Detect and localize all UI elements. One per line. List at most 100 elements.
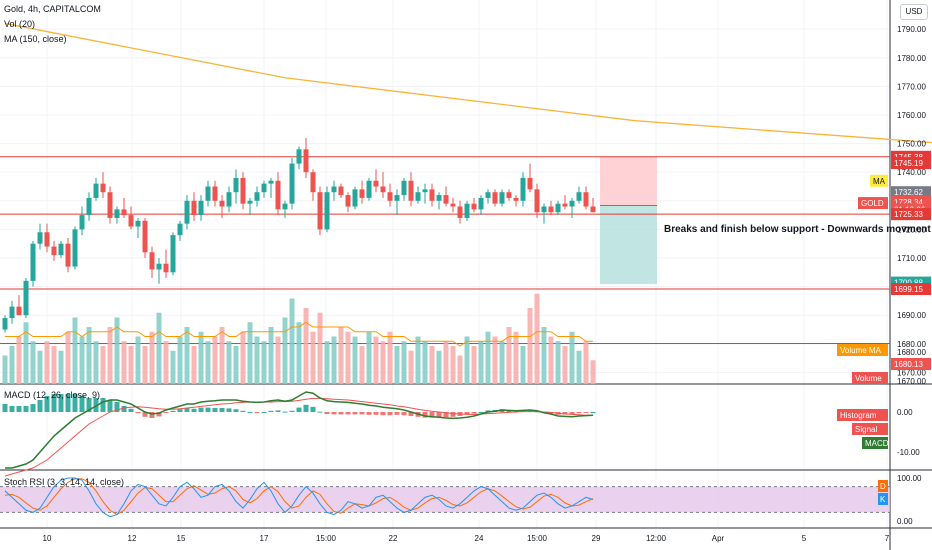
candle-body[interactable] <box>513 197 519 201</box>
candle-body[interactable] <box>387 192 393 201</box>
candle-body[interactable] <box>296 149 302 164</box>
candle-body[interactable] <box>492 192 498 204</box>
candle-body[interactable] <box>422 189 428 193</box>
candle-body[interactable] <box>23 280 29 316</box>
candle-body[interactable] <box>107 192 113 218</box>
time-tick-label: 15:00 <box>527 534 548 543</box>
candle-body[interactable] <box>499 192 505 204</box>
candle-body[interactable] <box>72 229 78 267</box>
candle-body[interactable] <box>135 220 141 227</box>
candle-body[interactable] <box>555 203 561 213</box>
candle-body[interactable] <box>590 206 596 213</box>
stop-loss-zone[interactable] <box>600 156 657 206</box>
candle-body[interactable] <box>16 306 22 316</box>
candle-body[interactable] <box>240 177 246 204</box>
candle-body[interactable] <box>121 209 127 216</box>
ma-legend[interactable]: MA (150, close) <box>4 34 67 44</box>
candle-body[interactable] <box>51 246 57 256</box>
candle-body[interactable] <box>205 186 211 201</box>
candle-body[interactable] <box>226 192 232 207</box>
candle-body[interactable] <box>219 200 225 207</box>
candle-body[interactable] <box>100 183 106 193</box>
candle-body[interactable] <box>359 189 365 198</box>
ma-150-line[interactable] <box>4 22 932 183</box>
macd-legend[interactable]: MACD (12, 26, close, 9) <box>4 390 101 400</box>
candle-body[interactable] <box>450 203 456 207</box>
candle-body[interactable] <box>65 243 71 267</box>
candle-body[interactable] <box>464 203 470 218</box>
candle-body[interactable] <box>198 200 204 216</box>
candle-body[interactable] <box>331 186 337 193</box>
candle-body[interactable] <box>506 192 512 198</box>
candle-body[interactable] <box>289 163 295 204</box>
candle-body[interactable] <box>408 180 414 201</box>
candle-body[interactable] <box>128 215 134 227</box>
candle-body[interactable] <box>30 243 36 281</box>
candle-body[interactable] <box>191 200 197 216</box>
candle-body[interactable] <box>394 195 400 201</box>
candle-body[interactable] <box>149 252 155 270</box>
currency-button[interactable]: USD <box>900 4 928 20</box>
candle-body[interactable] <box>471 203 477 210</box>
candle-body[interactable] <box>212 186 218 201</box>
candle-body[interactable] <box>401 180 407 196</box>
candle-body[interactable] <box>380 186 386 193</box>
take-profit-zone[interactable] <box>600 205 657 285</box>
candle-body[interactable] <box>247 200 253 204</box>
candle-body[interactable] <box>58 243 64 256</box>
stoch-tick: 100.00 <box>897 474 922 483</box>
candle-body[interactable] <box>9 306 15 319</box>
candle-body[interactable] <box>338 186 344 196</box>
candle-body[interactable] <box>2 318 8 330</box>
candle-body[interactable] <box>268 180 274 184</box>
candle-body[interactable] <box>254 192 260 201</box>
candle-body[interactable] <box>44 232 50 247</box>
candle-body[interactable] <box>163 263 169 273</box>
candle-body[interactable] <box>576 192 582 201</box>
candle-body[interactable] <box>429 189 435 201</box>
candle-body[interactable] <box>569 200 575 207</box>
candle-body[interactable] <box>317 192 323 230</box>
price-tick-label: 1750.00 <box>897 140 926 149</box>
candle-body[interactable] <box>541 206 547 213</box>
candle-body[interactable] <box>114 209 120 218</box>
candle-body[interactable] <box>184 200 190 224</box>
macd-histogram-bar <box>107 400 113 412</box>
candle-body[interactable] <box>142 220 148 253</box>
candle-body[interactable] <box>485 192 491 198</box>
candle-body[interactable] <box>436 195 442 201</box>
candle-body[interactable] <box>275 180 281 210</box>
symbol-legend[interactable]: Gold, 4h, CAPITALCOM <box>4 4 101 14</box>
candle-body[interactable] <box>233 177 239 193</box>
candle-body[interactable] <box>170 235 176 273</box>
candle-body[interactable] <box>310 172 316 193</box>
candle-body[interactable] <box>156 263 162 270</box>
candle-body[interactable] <box>366 180 372 198</box>
candle-body[interactable] <box>548 206 554 213</box>
candle-body[interactable] <box>534 189 540 213</box>
candle-body[interactable] <box>261 183 267 193</box>
candle-body[interactable] <box>177 223 183 236</box>
candle-body[interactable] <box>527 177 533 190</box>
candle-body[interactable] <box>373 180 379 187</box>
candle-body[interactable] <box>562 203 568 207</box>
candle-body[interactable] <box>282 203 288 210</box>
stoch-rsi-legend[interactable]: Stoch RSI (3, 3, 14, 14, close) <box>4 477 125 487</box>
candle-body[interactable] <box>93 183 99 198</box>
candle-body[interactable] <box>79 215 85 230</box>
candle-body[interactable] <box>37 232 43 244</box>
candle-body[interactable] <box>86 197 92 216</box>
candle-body[interactable] <box>324 192 330 230</box>
macd-histogram-bar <box>58 394 64 412</box>
candle-body[interactable] <box>303 149 309 173</box>
candle-body[interactable] <box>457 206 463 218</box>
candle-body[interactable] <box>415 192 421 201</box>
volume-legend[interactable]: Vol (20) <box>4 19 36 29</box>
candle-body[interactable] <box>583 192 589 207</box>
candle-body[interactable] <box>345 195 351 207</box>
candle-body[interactable] <box>352 189 358 207</box>
candle-body[interactable] <box>478 197 484 210</box>
candle-body[interactable] <box>520 177 526 201</box>
candle-body[interactable] <box>443 195 449 204</box>
